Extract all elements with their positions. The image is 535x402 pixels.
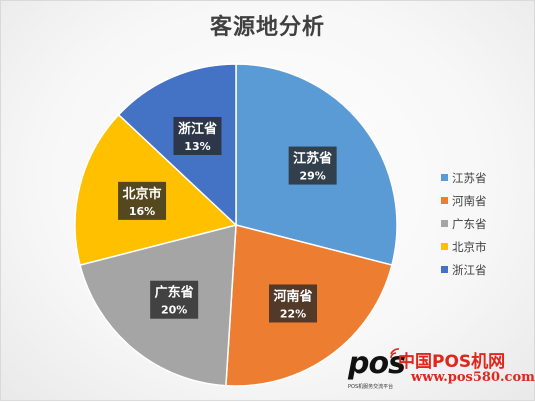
data-label-category: 浙江省 — [178, 121, 217, 137]
watermark-url: www.pos580.com — [411, 370, 535, 385]
legend-item-henan: 河南省 — [441, 189, 511, 212]
legend-label: 广东省 — [452, 216, 487, 231]
site-watermark: pos 中国POS机网 www.pos580.com POS机服务交流平台 — [346, 346, 535, 394]
chart-title: 客源地分析 — [209, 15, 325, 40]
data-label-value: 13% — [184, 140, 210, 153]
signal-icon — [390, 348, 400, 359]
watermark-logo: pos — [348, 346, 406, 381]
data-label-category: 江苏省 — [293, 151, 332, 167]
legend-swatch — [441, 174, 448, 181]
data-label-value: 16% — [129, 205, 155, 218]
watermark-logo-subtitle: POS机服务交流平台 — [348, 384, 394, 390]
legend-swatch — [441, 197, 448, 204]
data-label-value: 20% — [161, 304, 187, 317]
legend-label: 浙江省 — [452, 262, 487, 277]
legend-item-jiangsu: 江苏省 — [441, 166, 511, 189]
legend-item-guangdong: 广东省 — [441, 212, 511, 235]
data-label-value: 29% — [299, 170, 325, 183]
legend-label: 北京市 — [452, 239, 487, 254]
legend-swatch — [441, 220, 448, 227]
data-label-value: 22% — [280, 307, 306, 320]
data-label-jiangsu: 江苏省 29% — [288, 146, 337, 185]
watermark-site-name: 中国POS机网 — [398, 352, 506, 372]
data-label-category: 北京市 — [123, 186, 162, 202]
data-label-beijing: 北京市 16% — [118, 181, 167, 220]
chart-legend: 江苏省河南省广东省北京市浙江省 — [441, 166, 511, 281]
data-label-category: 河南省 — [274, 288, 313, 304]
data-label-zhejiang: 浙江省 13% — [173, 116, 222, 155]
legend-swatch — [441, 266, 448, 273]
legend-swatch — [441, 243, 448, 250]
data-label-category: 广东省 — [155, 285, 194, 301]
legend-item-beijing: 北京市 — [441, 235, 511, 258]
legend-label: 江苏省 — [452, 170, 487, 185]
legend-item-zhejiang: 浙江省 — [441, 258, 511, 281]
data-label-henan: 河南省 22% — [269, 284, 318, 323]
legend-label: 河南省 — [452, 193, 487, 208]
data-label-guangdong: 广东省 20% — [150, 280, 199, 319]
